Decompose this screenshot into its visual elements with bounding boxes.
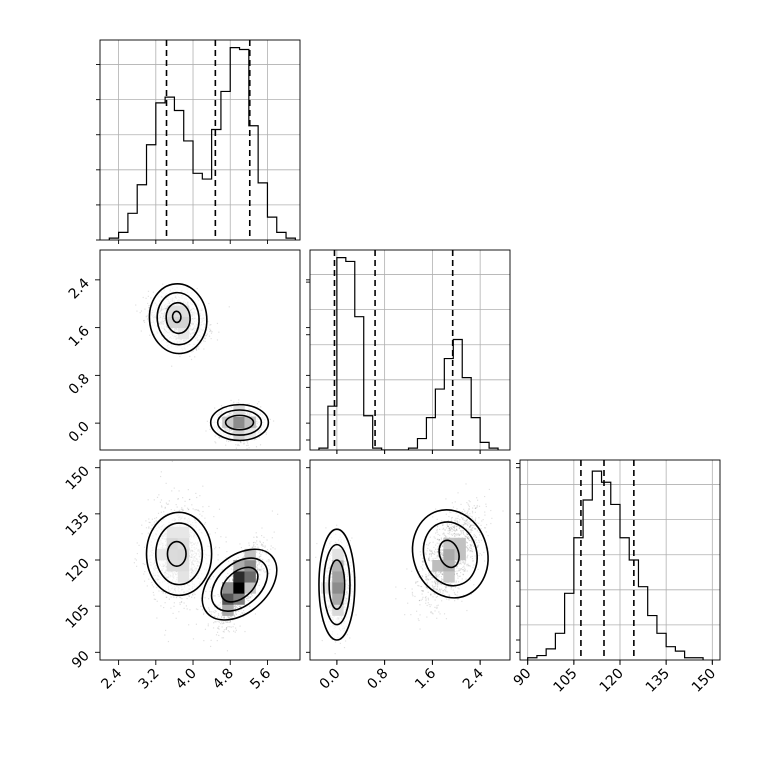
x-tick-label-2-3: 135 [643,666,673,696]
y-tick-label-2-3: 135 [63,509,93,539]
y-tick-label-2-2: 120 [63,556,93,586]
x-tick-label-0-3: 4.8 [210,666,237,693]
x-tick-label-1-1: 0.8 [364,666,391,693]
x-tick-label-0-2: 4.0 [173,666,200,693]
x-tick-label-2-2: 120 [597,666,627,696]
y-tick-label-2-1: 105 [63,602,93,632]
y-tick-label-1-1: 0.8 [66,371,93,398]
pair-0-2 [100,460,300,660]
x-tick-label-1-0: 0.0 [317,666,344,693]
x-tick-label-1-3: 2.4 [460,665,487,692]
x-tick-label-2-1: 105 [550,666,580,696]
x-tick-label-2-4: 150 [689,666,719,696]
x-tick-label-2-0: 90 [511,666,535,690]
x-tick-label-0-0: 2.4 [98,665,125,692]
y-tick-label-1-3: 2.4 [66,275,93,302]
pair-1-2 [310,460,510,660]
x-tick-label-0-4: 5.6 [247,665,274,692]
y-tick-label-2-4: 150 [63,463,93,493]
y-tick-label-2-0: 90 [69,648,93,672]
y-tick-label-1-0: 0.0 [66,419,93,446]
hist-var2 [520,460,720,664]
pair-0-1 [100,250,300,451]
y-tick-label-1-2: 1.6 [66,323,93,350]
x-tick-label-1-2: 1.6 [412,665,439,692]
hist-var0 [96,40,300,244]
x-tick-label-0-1: 3.2 [136,666,163,693]
hist-var1 [310,250,510,454]
